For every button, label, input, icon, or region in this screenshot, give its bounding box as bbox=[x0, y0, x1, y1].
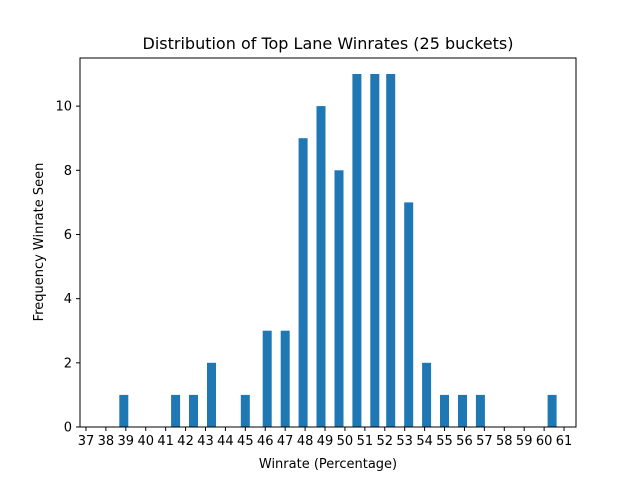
bar-12 bbox=[386, 74, 396, 427]
x-axis-ticks: 37 38 39 40 41 42 43 44 45 46 47 48 49 50 51 52 53 54 55 56… bbox=[78, 427, 573, 449]
plot-frame bbox=[79, 57, 577, 428]
bar-8 bbox=[316, 106, 326, 427]
bar-13 bbox=[404, 202, 414, 427]
y-tick-label: 2 bbox=[64, 356, 72, 371]
y-tick-label: 8 bbox=[64, 164, 72, 179]
x-tick-label: 49 bbox=[317, 434, 334, 449]
bar-11 bbox=[370, 74, 380, 427]
y-tick-label: 0 bbox=[64, 421, 72, 436]
bar-14 bbox=[422, 362, 432, 427]
x-tick-label: 48 bbox=[297, 434, 314, 449]
bar-4 bbox=[240, 394, 250, 427]
x-tick-label: 47 bbox=[277, 434, 294, 449]
bars-group bbox=[119, 74, 557, 428]
bar-9 bbox=[334, 170, 344, 428]
y-axis-ticks: 0 2 4 6 8 10 bbox=[55, 100, 80, 436]
bar-18 bbox=[547, 394, 557, 427]
bar-6 bbox=[280, 330, 290, 427]
x-tick-label: 56 bbox=[456, 434, 473, 449]
x-tick-label: 40 bbox=[137, 434, 154, 449]
x-tick-label: 42 bbox=[177, 434, 194, 449]
x-tick-label: 53 bbox=[396, 434, 413, 449]
x-tick-label: 41 bbox=[157, 434, 174, 449]
bar-1 bbox=[171, 394, 181, 427]
x-tick-label: 57 bbox=[476, 434, 493, 449]
bar-5 bbox=[262, 330, 272, 427]
x-tick-label: 50 bbox=[337, 434, 354, 449]
bar-10 bbox=[352, 74, 362, 427]
bar-0 bbox=[119, 394, 129, 427]
x-tick-label: 37 bbox=[78, 434, 95, 449]
y-axis-label: Frequency Winrate Seen bbox=[32, 163, 47, 322]
x-tick-label: 54 bbox=[416, 434, 433, 449]
y-tick-label: 10 bbox=[55, 100, 72, 115]
x-tick-label: 58 bbox=[496, 434, 513, 449]
x-tick-label: 43 bbox=[197, 434, 214, 449]
x-tick-label: 39 bbox=[118, 434, 135, 449]
x-tick-label: 45 bbox=[237, 434, 254, 449]
x-tick-label: 55 bbox=[436, 434, 453, 449]
bar-7 bbox=[298, 138, 308, 427]
x-tick-label: 38 bbox=[98, 434, 115, 449]
x-tick-label: 51 bbox=[357, 434, 374, 449]
x-tick-label: 60 bbox=[536, 434, 553, 449]
bar-3 bbox=[207, 362, 216, 427]
bar-15 bbox=[440, 394, 449, 427]
y-tick-label: 6 bbox=[64, 228, 72, 243]
x-tick-label: 52 bbox=[376, 434, 393, 449]
x-tick-label: 44 bbox=[217, 434, 234, 449]
x-tick-label: 46 bbox=[257, 434, 274, 449]
x-tick-label: 61 bbox=[556, 434, 573, 449]
x-axis-label: Winrate (Percentage) bbox=[259, 457, 397, 472]
x-tick-label: 59 bbox=[516, 434, 533, 449]
bar-16 bbox=[458, 394, 467, 427]
bar-2 bbox=[189, 394, 198, 427]
bar-17 bbox=[475, 394, 485, 427]
y-tick-label: 4 bbox=[64, 292, 72, 307]
chart-title: Distribution of Top Lane Winrates (25 bu… bbox=[143, 34, 514, 53]
